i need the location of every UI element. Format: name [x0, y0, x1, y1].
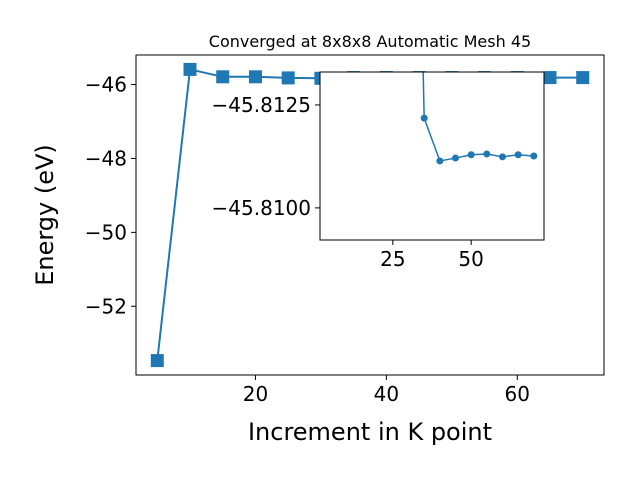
axes-frame — [135, 54, 605, 376]
x-tick-label: 60 — [505, 382, 530, 406]
data-point — [514, 151, 522, 159]
y-axis-label: Energy (eV) — [31, 144, 59, 286]
data-point — [483, 150, 491, 158]
data-point — [467, 151, 475, 159]
x-tick-label: 25 — [380, 247, 405, 271]
y-tick-label: −52 — [85, 294, 127, 318]
y-tick-label: −50 — [85, 220, 127, 244]
chart-title: Converged at 8x8x8 Automatic Mesh 45 — [209, 32, 531, 51]
x-axis-label: Increment in K point — [248, 418, 492, 446]
data-point — [420, 114, 428, 122]
axes-frame — [319, 71, 545, 241]
data-point — [451, 154, 459, 162]
data-point — [530, 152, 538, 160]
y-tick-label: −48 — [85, 146, 127, 170]
data-point — [183, 62, 197, 76]
data-point — [576, 71, 590, 85]
y-tick-label: −45.8100 — [212, 196, 311, 220]
data-point — [436, 157, 444, 165]
data-point — [150, 354, 164, 368]
data-point — [281, 71, 295, 85]
plot-group — [420, 72, 538, 165]
x-tick-label: 20 — [243, 382, 268, 406]
data-point — [248, 70, 262, 84]
y-tick-label: −46 — [85, 73, 127, 97]
data-point — [543, 71, 557, 85]
x-tick-label: 40 — [374, 382, 399, 406]
y-tick-label: −45.8125 — [212, 93, 311, 117]
data-point — [498, 153, 506, 161]
data-point — [216, 70, 230, 84]
x-tick-label: 50 — [458, 247, 483, 271]
